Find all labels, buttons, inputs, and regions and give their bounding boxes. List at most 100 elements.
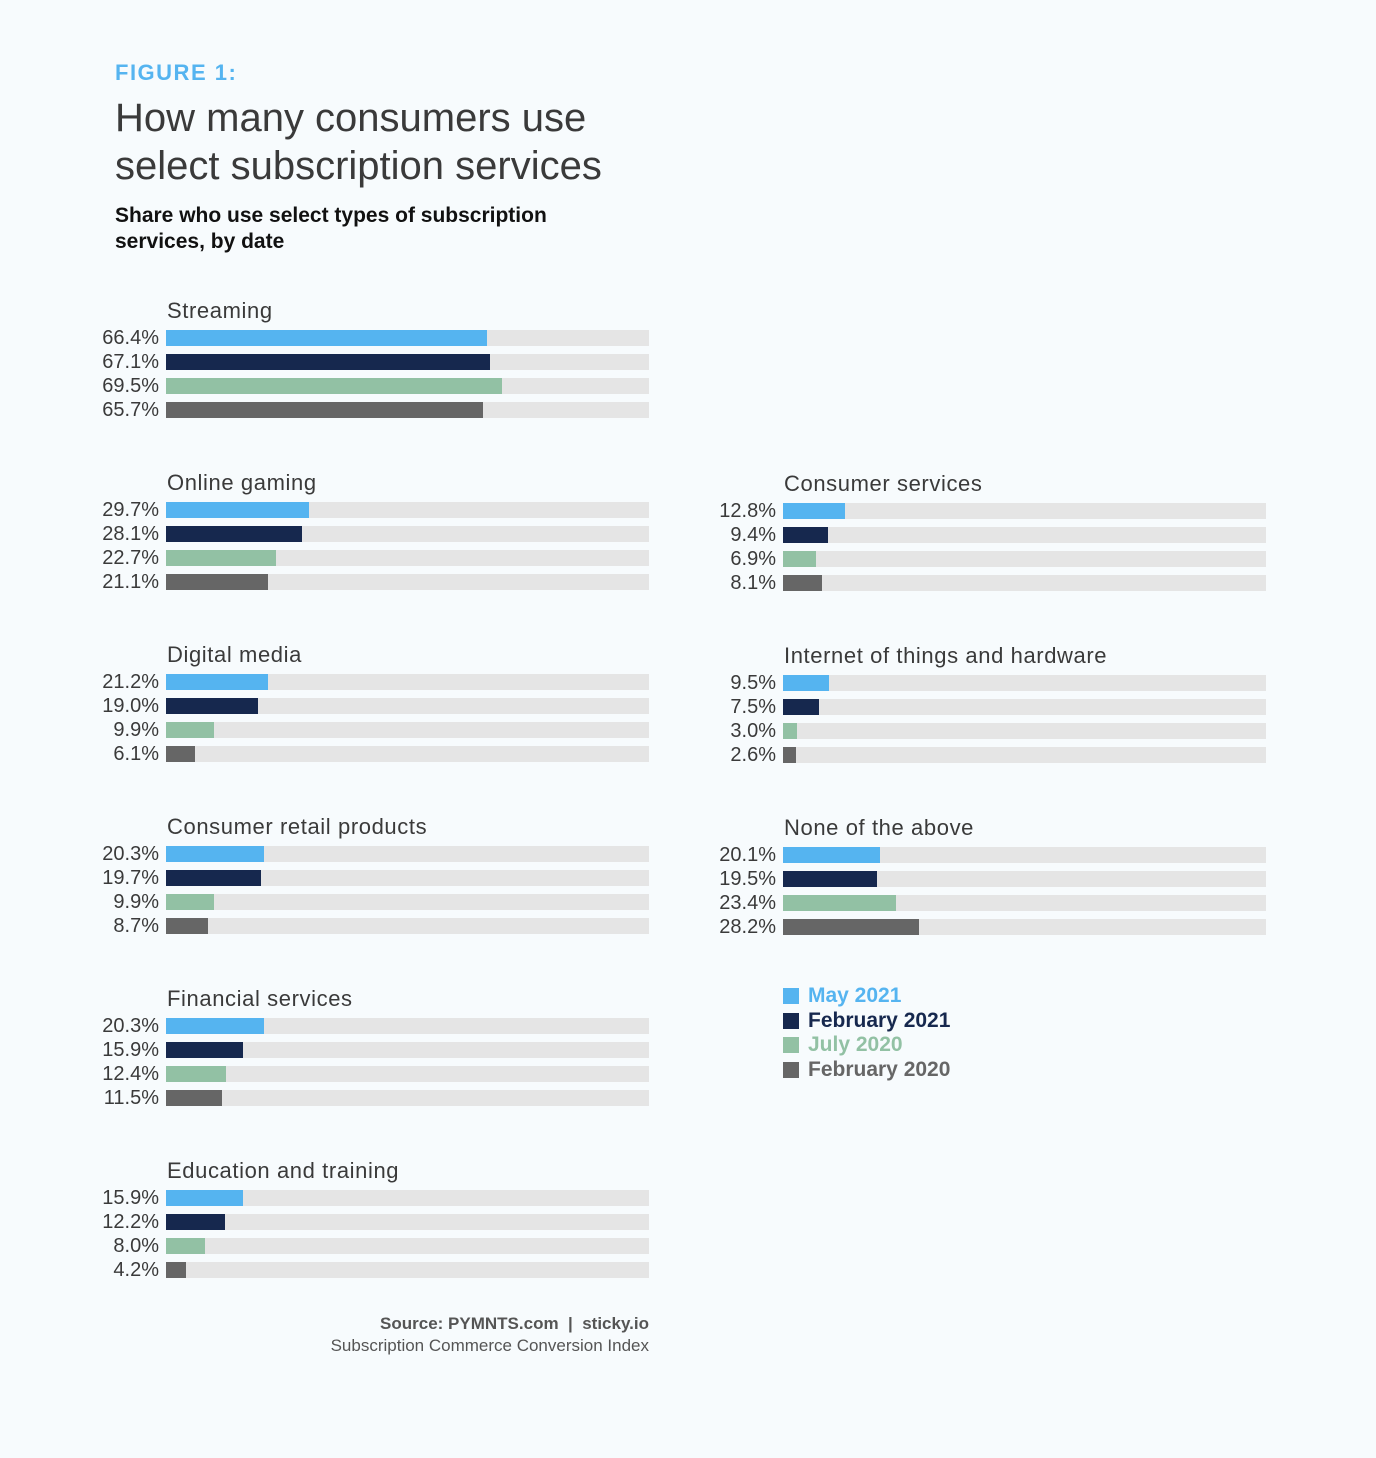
legend-swatch: [783, 1037, 799, 1053]
bar-track: [166, 1238, 649, 1254]
bar-track: [783, 747, 1266, 763]
bar-row: 15.9%: [102, 1187, 649, 1209]
bar-row: 19.5%: [719, 868, 1266, 890]
bar-value-label: 9.5%: [730, 672, 776, 694]
bar-value-label: 6.9%: [730, 548, 776, 570]
bar-row: 20.1%: [719, 844, 1266, 866]
bar-february-2020: [166, 918, 209, 934]
bar-row: 19.0%: [102, 695, 649, 717]
bar-may-2021: [166, 1190, 243, 1206]
bar-row: 20.3%: [102, 843, 649, 865]
figure-label: FIGURE 1:: [115, 60, 238, 85]
bar-february-2021: [166, 698, 258, 714]
bar-value-label: 15.9%: [102, 1187, 159, 1209]
legend-label: July 2020: [808, 1033, 903, 1056]
bar-track: [166, 846, 649, 862]
bar-track: [166, 698, 649, 714]
bar-row: 3.0%: [730, 720, 1266, 742]
bar-row: 28.2%: [719, 916, 1266, 938]
legend-label: May 2021: [808, 984, 902, 1007]
bar-value-label: 8.1%: [730, 572, 776, 594]
bar-value-label: 7.5%: [730, 696, 776, 718]
bar-value-label: 23.4%: [719, 892, 776, 914]
bar-july-2020: [166, 550, 276, 566]
bar-track: [166, 1214, 649, 1230]
bar-row: 12.2%: [102, 1211, 649, 1233]
bar-track: [166, 1066, 649, 1082]
bar-value-label: 4.2%: [113, 1259, 159, 1281]
bar-row: 12.8%: [719, 500, 1266, 522]
bar-value-label: 67.1%: [102, 351, 159, 373]
bar-value-label: 20.3%: [102, 843, 159, 865]
bar-track: [166, 674, 649, 690]
bar-row: 6.9%: [730, 548, 1266, 570]
bar-row: 67.1%: [102, 351, 649, 373]
legend-swatch: [783, 1013, 799, 1029]
bar-may-2021: [783, 675, 829, 691]
bar-july-2020: [783, 895, 897, 911]
chart-title: How many consumers use select subscripti…: [115, 96, 602, 188]
bar-february-2020: [166, 1262, 187, 1278]
bar-value-label: 21.1%: [102, 571, 159, 593]
bar-july-2020: [783, 723, 798, 739]
bar-row: 11.5%: [104, 1087, 649, 1109]
group-title: None of the above: [784, 815, 975, 840]
source-line: Source: PYMNTS.com | sticky.io: [380, 1314, 649, 1333]
bar-track: [166, 894, 649, 910]
group-title: Online gaming: [167, 470, 317, 495]
bar-may-2021: [166, 674, 269, 690]
group-title: Education and training: [167, 1158, 400, 1183]
bar-track: [166, 1018, 649, 1034]
bar-february-2021: [166, 1214, 225, 1230]
bar-track: [166, 574, 649, 590]
bar-value-label: 20.1%: [719, 844, 776, 866]
bar-row: 6.1%: [113, 743, 649, 765]
bar-row: 19.7%: [102, 867, 649, 889]
bar-value-label: 11.5%: [103, 1087, 159, 1109]
bar-july-2020: [783, 551, 817, 567]
bar-february-2020: [166, 746, 196, 762]
bar-track: [166, 918, 649, 934]
bar-row: 15.9%: [102, 1039, 649, 1061]
bar-value-label: 8.0%: [113, 1235, 159, 1257]
bar-february-2020: [166, 402, 484, 418]
bar-value-label: 28.1%: [102, 523, 159, 545]
bar-value-label: 19.5%: [719, 868, 776, 890]
bar-row: 4.2%: [113, 1259, 649, 1281]
bar-february-2020: [166, 574, 268, 590]
bar-row: 69.5%: [102, 375, 649, 397]
bar-february-2021: [166, 526, 302, 542]
bar-value-label: 8.7%: [113, 915, 159, 937]
bar-row: 9.9%: [113, 891, 649, 913]
bar-value-label: 66.4%: [102, 327, 159, 349]
bar-july-2020: [166, 1066, 226, 1082]
legend-swatch: [783, 1062, 799, 1078]
legend-swatch: [783, 988, 799, 1004]
bar-track: [166, 1190, 649, 1206]
bar-track: [783, 847, 1266, 863]
bar-row: 21.1%: [102, 571, 649, 593]
bar-row: 8.7%: [113, 915, 649, 937]
legend-label: February 2021: [808, 1009, 951, 1032]
bar-row: 9.9%: [113, 719, 649, 741]
bar-may-2021: [166, 330, 487, 346]
bar-row: 29.7%: [102, 499, 649, 521]
group-title: Consumer retail products: [167, 814, 428, 839]
bar-july-2020: [166, 894, 214, 910]
bar-february-2021: [166, 870, 262, 886]
group-title: Consumer services: [784, 471, 983, 496]
bar-row: 2.6%: [730, 744, 1266, 766]
bar-row: 8.0%: [113, 1235, 649, 1257]
bar-july-2020: [166, 378, 502, 394]
bar-row: 9.5%: [730, 672, 1266, 694]
bar-february-2021: [166, 354, 491, 370]
bar-value-label: 9.9%: [113, 719, 159, 741]
bar-track: [166, 746, 649, 762]
bar-value-label: 19.0%: [102, 695, 159, 717]
bar-track: [783, 527, 1266, 543]
bar-track: [166, 870, 649, 886]
source-index-line: Subscription Commerce Conversion Index: [330, 1336, 649, 1355]
bar-february-2021: [783, 871, 878, 887]
bar-track: [166, 1090, 649, 1106]
bar-february-2021: [783, 527, 829, 543]
